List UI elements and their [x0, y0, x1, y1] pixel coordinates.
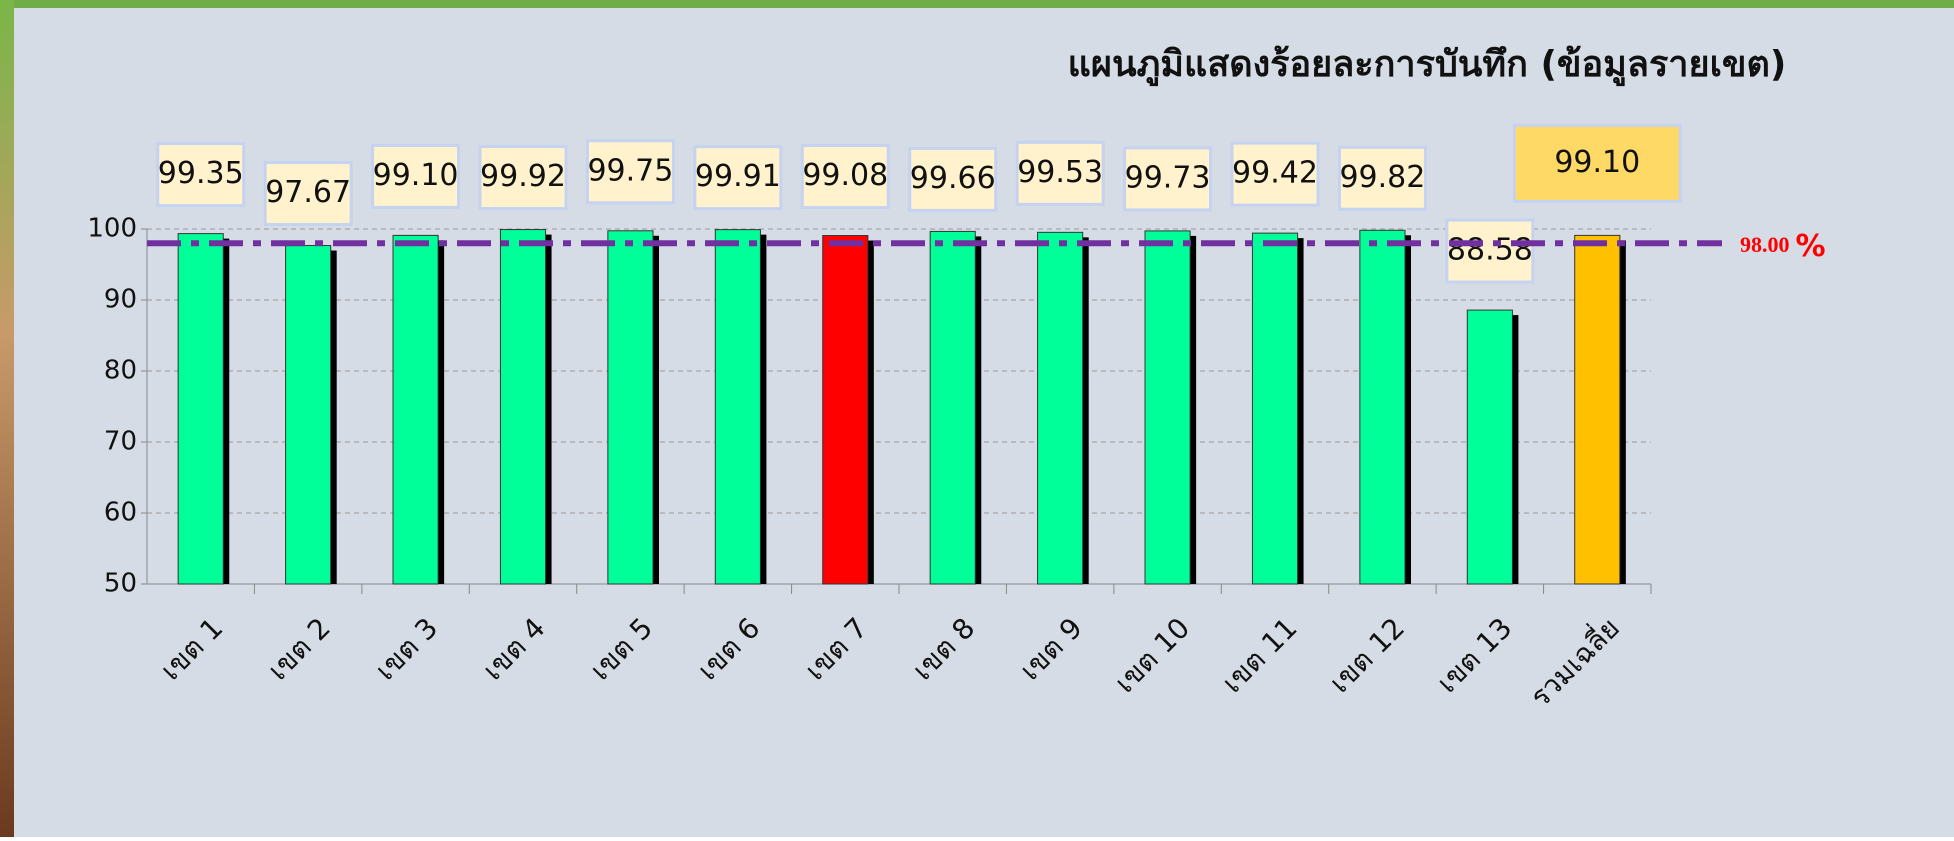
- y-tick-label: 90: [104, 285, 137, 315]
- y-tick-label: 100: [87, 214, 137, 244]
- bar: [607, 230, 654, 585]
- data-label: 99.92: [480, 159, 566, 194]
- reference-label: 98.00%: [1740, 229, 1826, 264]
- border-top: [0, 0, 1954, 8]
- bar: [285, 245, 332, 585]
- bar: [1574, 234, 1621, 585]
- reference-value: 98.00: [1740, 232, 1790, 257]
- data-label: 99.10: [373, 158, 459, 193]
- data-label: 99.42: [1232, 156, 1318, 191]
- data-label-box: [1230, 141, 1320, 207]
- data-label-box: [800, 144, 890, 210]
- bar: [822, 235, 869, 585]
- bar: [1251, 232, 1299, 585]
- data-label: 99.35: [158, 156, 244, 191]
- data-label-box: [1015, 140, 1105, 206]
- chart-title: แผนภูมิแสดงร้อยละการบันทึก (ข้อมูลรายเขต…: [1068, 44, 1787, 87]
- data-label-box: [371, 143, 461, 209]
- data-label: 99.73: [1125, 160, 1211, 195]
- data-label-box: [1512, 123, 1682, 203]
- data-label-box: [263, 161, 353, 227]
- bar: [392, 234, 439, 585]
- y-tick-label: 80: [104, 356, 137, 386]
- bar: [1466, 309, 1513, 585]
- data-label-box: [478, 145, 568, 211]
- border-left: [0, 0, 14, 837]
- bar: [177, 233, 224, 585]
- bar: [714, 229, 761, 585]
- data-label: 99.91: [695, 159, 781, 194]
- data-label: 99.08: [802, 158, 888, 193]
- data-label: 88.58: [1447, 233, 1533, 268]
- data-label: 99.53: [1017, 155, 1103, 190]
- reference-unit: %: [1796, 229, 1826, 264]
- data-label-box: [693, 145, 783, 211]
- data-label-box: [585, 139, 675, 205]
- data-label-box: [1445, 218, 1535, 284]
- y-tick-label: 70: [104, 427, 137, 457]
- bar: [499, 229, 547, 585]
- bar: [1144, 230, 1191, 585]
- bar: [929, 230, 976, 585]
- data-label-box: [156, 142, 246, 208]
- bar: [1037, 231, 1084, 585]
- data-label-box: [1123, 146, 1213, 212]
- bar: [1359, 229, 1406, 585]
- data-label: 99.75: [587, 153, 673, 188]
- y-tick-label: 50: [104, 569, 137, 599]
- data-label-box: [908, 146, 998, 212]
- data-label: 99.10: [1554, 145, 1640, 180]
- data-label: 99.66: [910, 161, 996, 196]
- data-label-box: [1337, 145, 1427, 211]
- data-label: 99.82: [1339, 160, 1425, 195]
- data-label: 97.67: [265, 175, 351, 210]
- y-tick-label: 60: [104, 498, 137, 528]
